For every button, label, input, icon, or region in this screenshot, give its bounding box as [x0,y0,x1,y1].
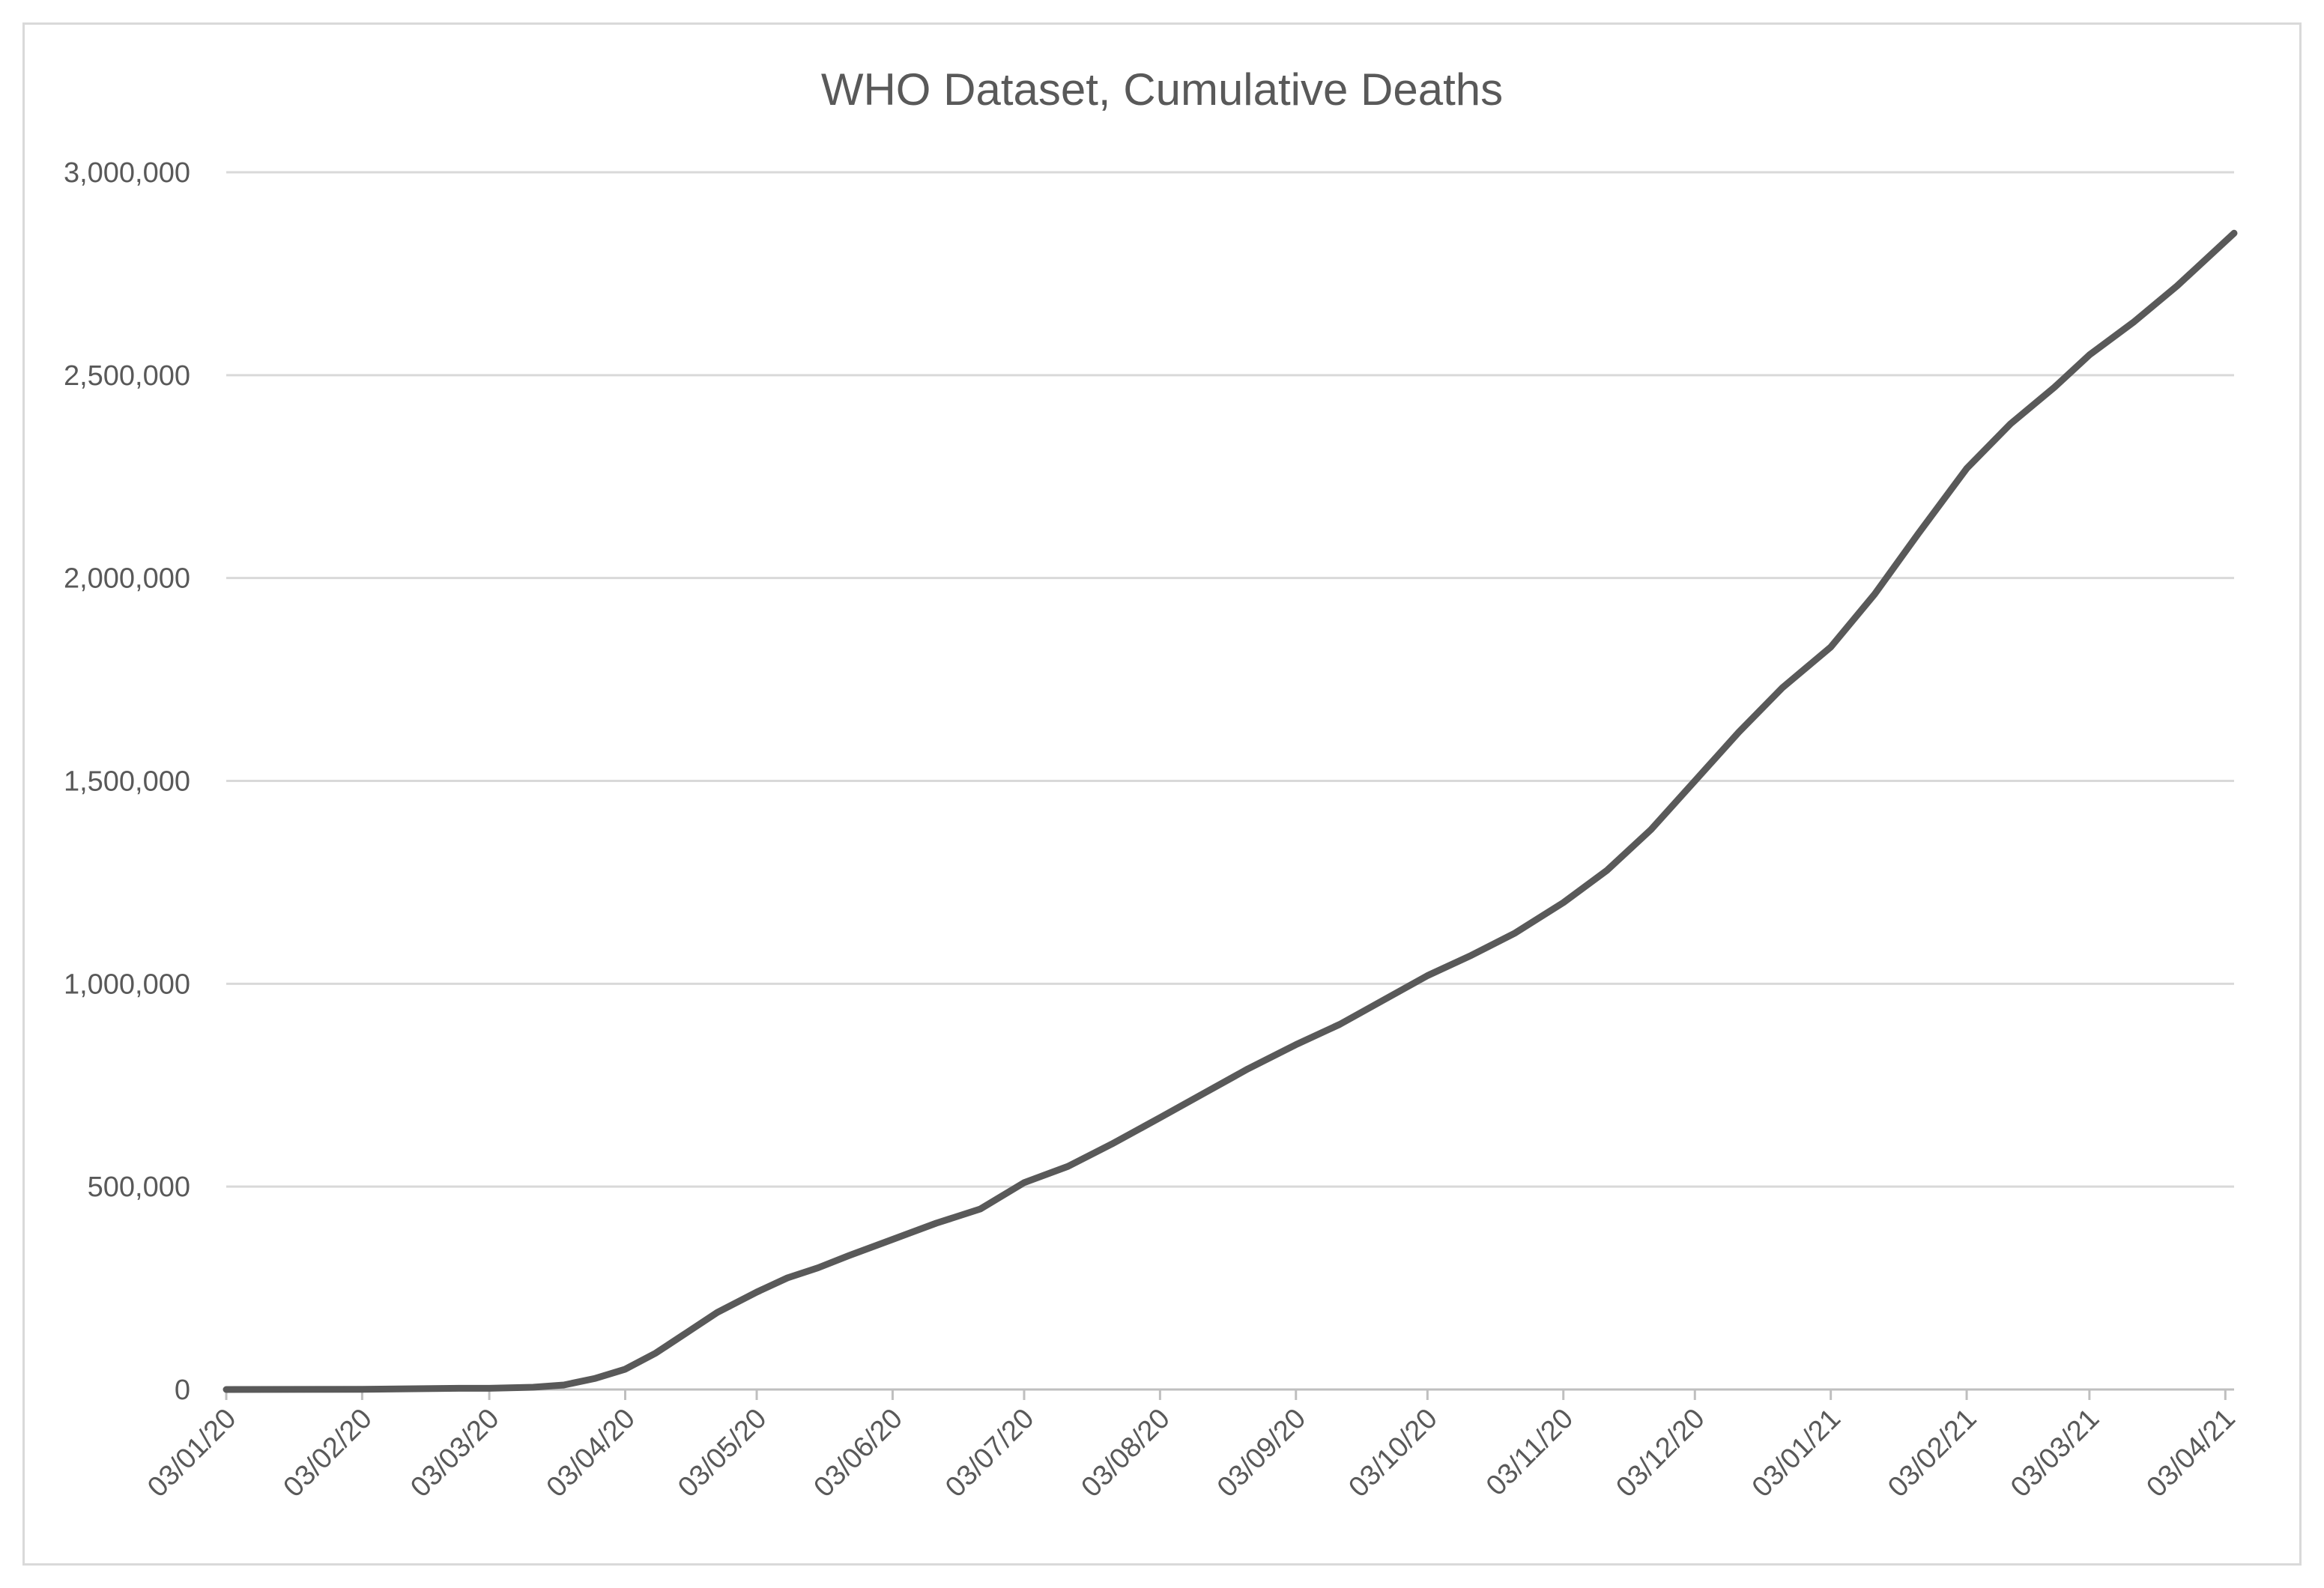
x-tick-label: 03/07/20 [939,1403,1040,1503]
x-tick-label: 03/03/21 [2005,1403,2105,1503]
x-tick-label: 03/03/20 [405,1403,505,1503]
y-tick-label: 3,000,000 [64,157,190,189]
chart-frame [22,22,2302,1566]
x-tick-label: 03/02/21 [1882,1403,1982,1503]
x-tick-label: 03/01/20 [142,1403,242,1503]
x-tick-label: 03/12/20 [1610,1403,1710,1503]
x-tick-label: 03/02/20 [278,1403,378,1503]
y-tick-label: 0 [175,1375,190,1406]
x-tick-label: 03/01/21 [1746,1403,1847,1503]
series-line-cumulative-deaths [223,229,2238,1393]
gridlines [226,171,2234,1188]
y-tick-label: 2,500,000 [64,360,190,392]
x-tick-label: 03/04/20 [541,1403,641,1503]
x-tick-label: 03/05/20 [672,1403,772,1503]
x-tick-label: 03/08/20 [1076,1403,1176,1503]
y-tick-label: 1,000,000 [64,969,190,1000]
x-tick-label: 03/11/20 [1480,1403,1579,1502]
chart-title: WHO Dataset, Cumulative Deaths [821,64,1503,115]
x-tick-label: 03/06/20 [808,1403,909,1503]
x-tick-label: 03/10/20 [1343,1403,1443,1503]
y-axis-tick-labels: 0 500,000 1,000,000 1,500,000 2,000,000 2,500… [64,157,190,1406]
y-tick-label: 2,000,000 [64,563,190,595]
y-tick-label: 1,500,000 [64,766,190,798]
y-tick-label: 500,000 [88,1172,190,1203]
x-tick-label: 03/04/21 [2140,1403,2241,1503]
x-axis-tick-labels: 03/01/20 03/02/20 03/03/20 03/04/20 03/05/20… [142,1390,2242,1503]
x-tick-label: 03/09/20 [1211,1403,1312,1503]
